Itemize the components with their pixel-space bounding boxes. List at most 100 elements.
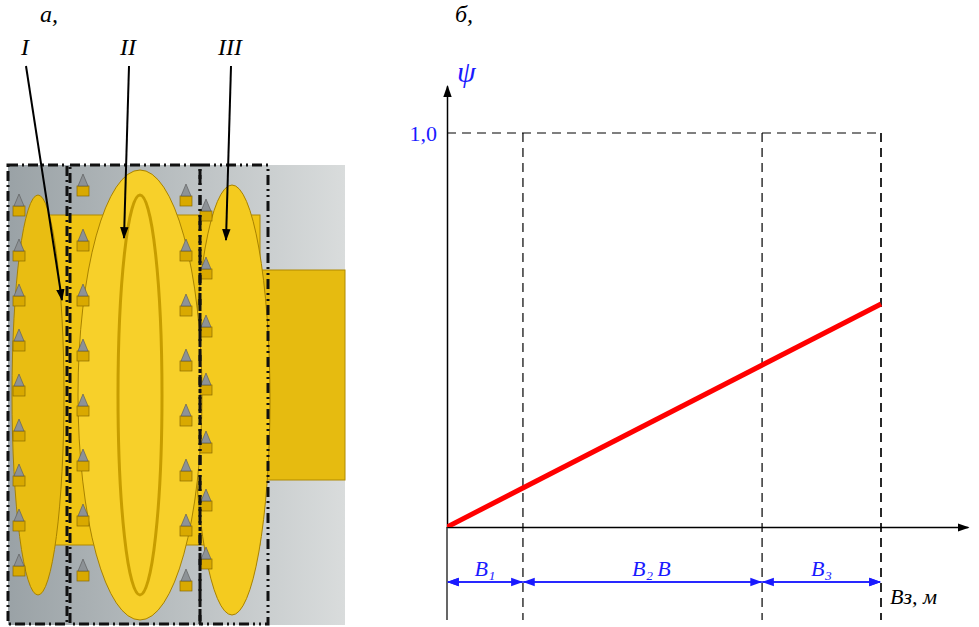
disc-iii bbox=[194, 185, 270, 615]
pick bbox=[201, 257, 211, 269]
zone-label: II bbox=[119, 34, 137, 60]
pick bbox=[181, 514, 191, 526]
pick bbox=[181, 569, 191, 581]
pick-holder bbox=[200, 443, 212, 453]
pick bbox=[14, 284, 24, 296]
pick bbox=[201, 431, 211, 443]
pick-holder bbox=[180, 306, 192, 316]
dimension-label: B bbox=[657, 556, 670, 581]
y-axis: 1,0 bbox=[410, 86, 448, 527]
dimension-line bbox=[448, 581, 880, 583]
pick bbox=[78, 174, 88, 186]
pick bbox=[78, 284, 88, 296]
boundary-line bbox=[761, 133, 762, 620]
extension-line bbox=[446, 527, 447, 620]
pick-holder bbox=[77, 241, 89, 251]
zone-label: I bbox=[20, 34, 30, 60]
pick-holder bbox=[200, 559, 212, 569]
pick-holder bbox=[77, 351, 89, 361]
pick bbox=[14, 419, 24, 431]
y-tick: 1,0 bbox=[410, 121, 448, 146]
pick bbox=[181, 349, 191, 361]
pick bbox=[201, 373, 211, 385]
pick-holder bbox=[13, 566, 25, 576]
pick-holder bbox=[13, 341, 25, 351]
pick-holder bbox=[77, 406, 89, 416]
leader-arrow bbox=[226, 66, 231, 240]
y-axis-line bbox=[447, 86, 449, 527]
pick bbox=[181, 184, 191, 196]
pick-holder bbox=[200, 327, 212, 337]
zone-box bbox=[200, 165, 268, 624]
pick bbox=[14, 509, 24, 521]
dimension-label: B₃ bbox=[811, 556, 832, 581]
pick-holder bbox=[13, 476, 25, 486]
pick bbox=[201, 315, 211, 327]
pick-holder bbox=[180, 526, 192, 536]
photo-background bbox=[8, 165, 345, 625]
pick-holder bbox=[13, 431, 25, 441]
pick bbox=[14, 329, 24, 341]
pick bbox=[201, 199, 211, 211]
figure: а,IIIIIIб,1,0ψBз, мB₁B₂B₃B bbox=[0, 0, 979, 627]
pick-holder bbox=[180, 196, 192, 206]
pick-holder bbox=[77, 571, 89, 581]
plot-area bbox=[447, 304, 881, 527]
x-axis-title: Bз, м bbox=[890, 584, 937, 609]
dimension-label: B₂ bbox=[632, 556, 653, 581]
pick bbox=[201, 489, 211, 501]
pick-holder bbox=[200, 211, 212, 221]
pick bbox=[201, 547, 211, 559]
pick bbox=[181, 459, 191, 471]
boundary-line bbox=[880, 133, 881, 620]
pick bbox=[78, 504, 88, 516]
pick-holder bbox=[200, 385, 212, 395]
panel-label: б, bbox=[455, 1, 473, 27]
pick-holder bbox=[13, 521, 25, 531]
boundary-line bbox=[880, 133, 881, 620]
pick-holder bbox=[180, 251, 192, 261]
pick-holder bbox=[200, 501, 212, 511]
panel-b: б, 1,0 ψ Bз, м B₁ B₂ B₃ B bbox=[410, 1, 969, 620]
pick-holder bbox=[180, 471, 192, 481]
disc-ridge bbox=[118, 195, 162, 595]
y-tick-label: 1,0 bbox=[410, 121, 438, 146]
pick bbox=[14, 239, 24, 251]
pick-holder bbox=[77, 296, 89, 306]
pick-holder bbox=[13, 386, 25, 396]
leader-arrow bbox=[124, 66, 129, 238]
pick bbox=[181, 404, 191, 416]
boundary-line bbox=[522, 133, 523, 620]
pick bbox=[181, 294, 191, 306]
x-axis-line bbox=[448, 527, 969, 529]
pick-holder bbox=[13, 206, 25, 216]
pick-holder bbox=[180, 581, 192, 591]
y-axis-title: ψ bbox=[457, 55, 477, 88]
pick-holder bbox=[77, 461, 89, 471]
data-line bbox=[447, 304, 881, 527]
panel-label: а, bbox=[40, 1, 58, 27]
pick-holder bbox=[200, 269, 212, 279]
leader-arrow bbox=[26, 66, 62, 300]
pick-holder bbox=[13, 251, 25, 261]
pick-holder bbox=[77, 516, 89, 526]
pick bbox=[14, 374, 24, 386]
pick bbox=[14, 194, 24, 206]
pick bbox=[78, 559, 88, 571]
pick bbox=[78, 394, 88, 406]
pick-holder bbox=[13, 296, 25, 306]
x-axis bbox=[448, 527, 969, 528]
zone-box bbox=[8, 165, 67, 624]
pick bbox=[14, 554, 24, 566]
disc-ii bbox=[78, 170, 202, 620]
photo bbox=[8, 165, 345, 625]
pick-holder bbox=[180, 361, 192, 371]
pick-holder bbox=[77, 186, 89, 196]
pick bbox=[181, 239, 191, 251]
grid-line bbox=[447, 132, 881, 133]
pick bbox=[14, 464, 24, 476]
dimension-label: B₁ bbox=[474, 556, 495, 581]
panel-a: а,IIIIII bbox=[8, 1, 345, 625]
end-plate bbox=[12, 195, 64, 595]
zone-label: III bbox=[217, 34, 243, 60]
